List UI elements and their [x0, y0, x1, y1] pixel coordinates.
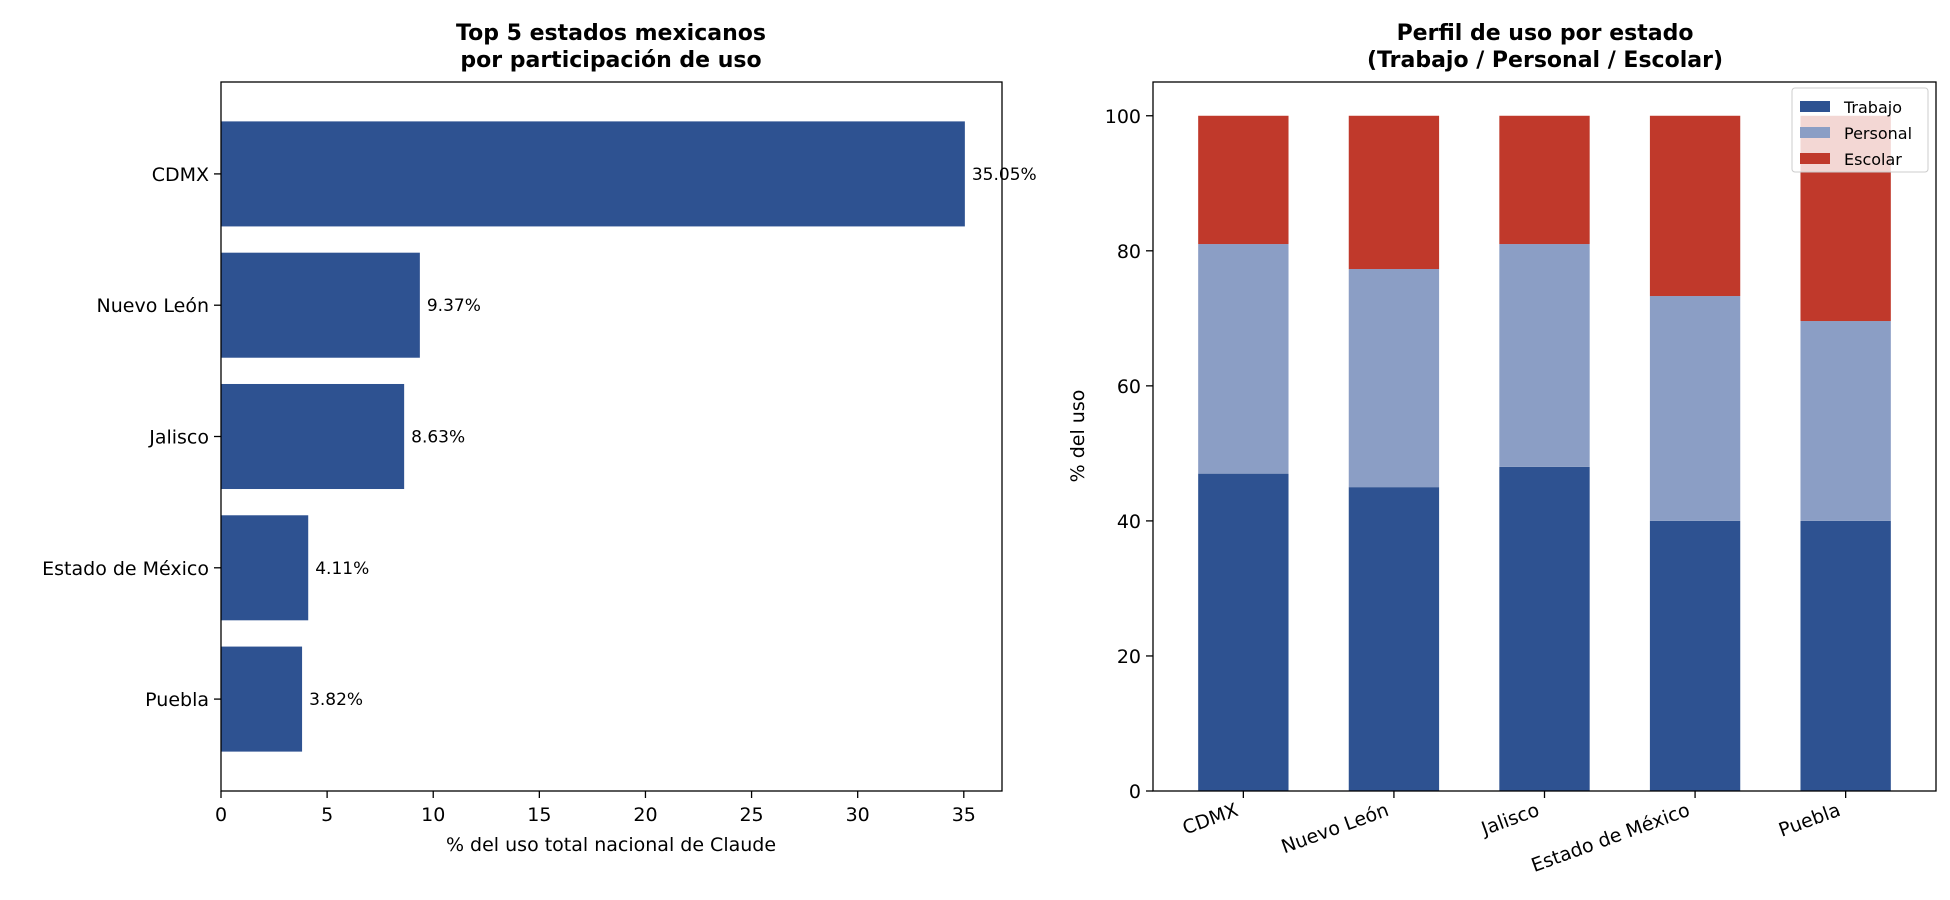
- chart-left-bars: [221, 121, 965, 752]
- y-tick-label-0: 0: [1129, 781, 1141, 803]
- y-tick-label-3: Estado de México: [42, 558, 209, 580]
- legend-swatch-escolar: [1800, 153, 1830, 164]
- legend-label-escolar: Escolar: [1844, 150, 1902, 169]
- legend-label-trabajo: Trabajo: [1843, 98, 1902, 117]
- data-label-2: 8.63%: [411, 428, 465, 448]
- legend-swatch-personal: [1800, 127, 1830, 138]
- bar-1-escolar: [1348, 115, 1440, 270]
- bar-3-personal: [1649, 296, 1741, 521]
- bar-3-trabajo: [1649, 520, 1741, 791]
- x-tick-label-4: 20: [633, 804, 657, 826]
- chart-left-title-line-1: Top 5 estados mexicanos: [456, 21, 766, 46]
- bar-0-personal: [1198, 244, 1289, 474]
- y-tick-label-1: Nuevo León: [97, 295, 209, 317]
- stacked-bar-chart: Perfil de uso por estado (Trabajo / Pers…: [1067, 21, 1937, 877]
- bar-1-personal: [1348, 269, 1440, 488]
- chart-right-plot-frame: [1152, 81, 1937, 792]
- chart-left-x-axis: 0 5 10 15 20 25 30 35: [215, 791, 976, 826]
- y-tick-label-3: 60: [1117, 376, 1141, 398]
- data-label-3: 4.11%: [315, 559, 369, 579]
- bar-1-trabajo: [1348, 487, 1440, 791]
- bar-3: [221, 515, 309, 621]
- y-tick-label-2: Jalisco: [148, 427, 209, 449]
- x-tick-label-6: 30: [846, 804, 870, 826]
- chart-right-y-axis-label: % del uso: [1067, 390, 1089, 483]
- y-tick-label-4: Puebla: [145, 689, 209, 711]
- x-tick-label-1: 5: [321, 804, 333, 826]
- horizontal-bar-chart: Top 5 estados mexicanos por participació…: [42, 21, 1037, 856]
- x-tick-label-3: 15: [527, 804, 551, 826]
- bar-2-trabajo: [1499, 466, 1590, 791]
- bar-0-trabajo: [1198, 473, 1289, 791]
- x-tick-label-7: 35: [952, 804, 976, 826]
- bar-0: [221, 121, 965, 227]
- chart-left-title-line-2: por participación de uso: [460, 48, 761, 73]
- chart-left-data-labels: 35.05% 9.37% 8.63% 4.11% 3.82%: [309, 165, 1037, 710]
- chart-left-y-axis: CDMX Nuevo León Jalisco Estado de México Pue…: [42, 164, 221, 711]
- x-tick-label-5: 25: [739, 804, 763, 826]
- legend-swatch-trabajo: [1800, 101, 1830, 112]
- y-tick-label-1: 20: [1117, 646, 1141, 668]
- legend-label-personal: Personal: [1844, 124, 1912, 143]
- bar-3-escolar: [1649, 115, 1741, 297]
- y-tick-label-5: 100: [1105, 106, 1141, 128]
- bar-2-personal: [1499, 244, 1590, 467]
- bar-4-trabajo: [1800, 520, 1891, 791]
- chart-right-title-line-1: Perfil de uso por estado: [1397, 21, 1694, 46]
- chart-left-plot-frame: [220, 81, 1003, 792]
- chart-right-legend: Trabajo Personal Escolar: [1791, 87, 1929, 173]
- x-tick-label-0: 0: [215, 804, 227, 826]
- y-tick-label-0: CDMX: [152, 164, 209, 186]
- bar-0-escolar: [1198, 115, 1289, 245]
- data-label-0: 35.05%: [972, 165, 1037, 185]
- y-tick-label-2: 40: [1117, 511, 1141, 533]
- y-tick-label-4: 80: [1117, 241, 1141, 263]
- bar-1: [221, 252, 420, 358]
- x-tick-label-2: 10: [421, 804, 445, 826]
- data-label-4: 3.82%: [309, 690, 363, 710]
- bar-4: [221, 646, 303, 752]
- chart-right-y-axis: 0 20 40 60 80 100: [1105, 106, 1153, 803]
- data-label-1: 9.37%: [427, 296, 481, 316]
- bar-2: [221, 383, 405, 490]
- chart-left-x-axis-label: % del uso total nacional de Claude: [446, 834, 776, 856]
- bar-4-personal: [1800, 321, 1891, 521]
- chart-right-title-line-2: (Trabajo / Personal / Escolar): [1367, 48, 1723, 73]
- bar-2-escolar: [1499, 115, 1590, 245]
